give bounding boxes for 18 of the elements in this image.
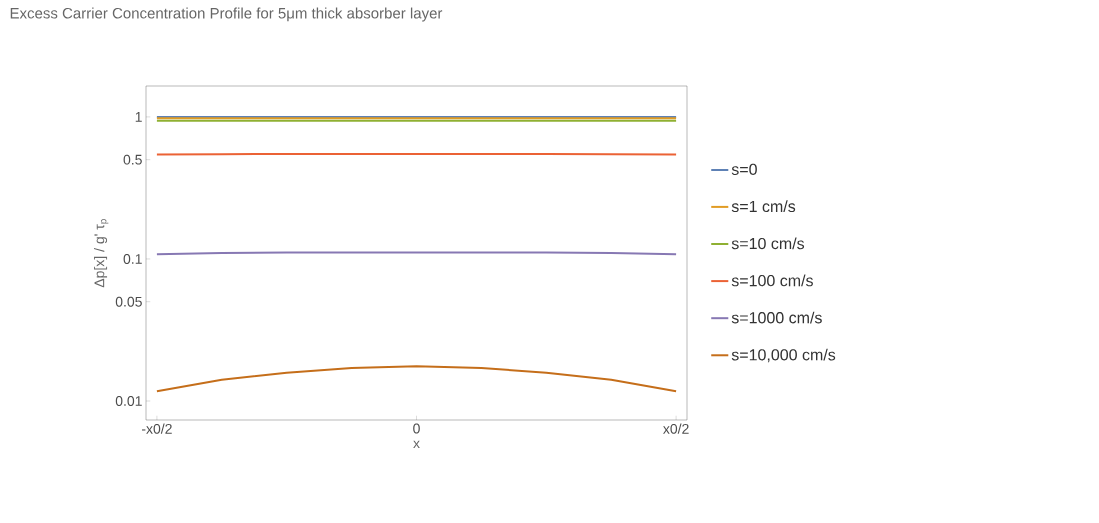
x-tick-label: 0 (413, 423, 420, 434)
legend-label: s=0 (731, 163, 757, 176)
line-series (155, 365, 678, 393)
legend-label: s=1000 cm/s (731, 311, 822, 324)
y-tick-label: 0.1 (123, 253, 142, 264)
y-tick-label: 1 (135, 112, 142, 122)
x-tick-label: -x0/2 (141, 423, 172, 434)
chart-title: Excess Carrier Concentration Profile for 5μm thick absorber layer (10, 7, 443, 22)
x-tick-label: x0/2 (663, 423, 689, 434)
y-tick-label: 0.5 (123, 154, 142, 165)
legend-label: s=10 cm/s (731, 237, 805, 250)
x-axis-title: x (413, 440, 420, 449)
y-axis-title: Δp[x] / g' τ$_{p}$ (94, 219, 109, 288)
y-tick-label: 0.01 (115, 396, 142, 406)
legend-label: s=10,000 cm/s (731, 348, 836, 363)
legend-label: s=100 cm/s (731, 274, 813, 287)
legend-label: s=1 cm/s (731, 200, 796, 213)
y-tick-label: 0.05 (115, 296, 142, 307)
